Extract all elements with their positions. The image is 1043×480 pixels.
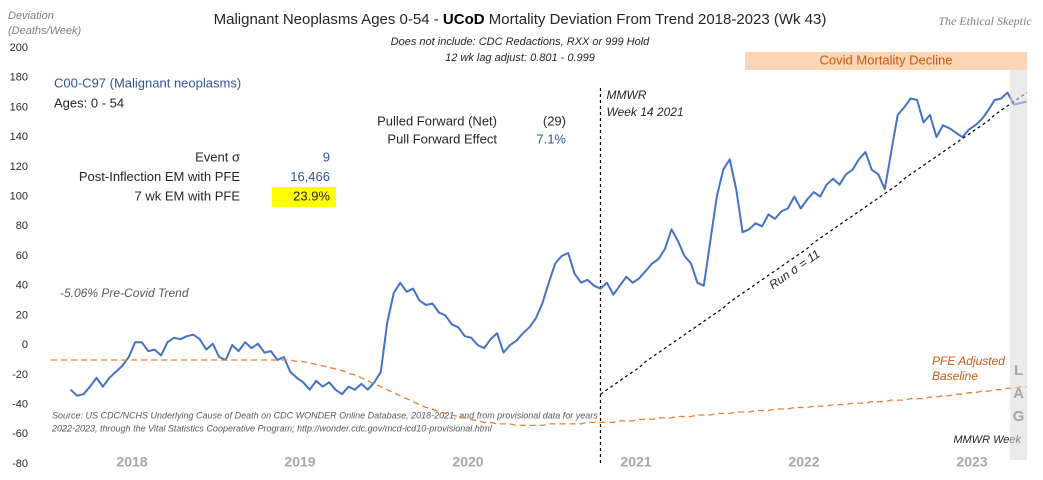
stat-label: 7 wk EM with PFE [135, 188, 241, 203]
y-tick-label: 60 [16, 250, 28, 262]
title-part: UCoD [443, 11, 485, 28]
stat-label: Post-Inflection EM with PFE [79, 169, 240, 184]
pf-label: Pull Forward Effect [387, 131, 497, 146]
marker-label: Week 14 2021 [606, 105, 683, 119]
stat-label: Event σ [195, 149, 240, 164]
y-tick-label: -20 [12, 369, 28, 381]
y-axis-label: Deviation [8, 10, 54, 22]
x-tick-label: 2021 [620, 454, 651, 470]
lag-label: LAG [1010, 362, 1027, 431]
y-tick-label: 40 [16, 280, 28, 292]
stat-value: 23.9% [293, 188, 330, 203]
y-tick-label: 80 [16, 220, 28, 232]
subgroup: Ages: 0 - 54 [54, 95, 124, 110]
brand: The Ethical Skeptic [938, 14, 1032, 28]
y-axis-label: (Deaths/Week) [8, 25, 81, 37]
chart-title: Malignant Neoplasms Ages 0-54 - UCoD Mor… [214, 11, 827, 28]
marker-label: MMWR [606, 88, 646, 102]
y-tick-label: 120 [10, 161, 28, 173]
y-tick-label: 160 [10, 101, 28, 113]
title-part: Mortality Deviation From Trend 2018-2023… [485, 11, 827, 28]
y-tick-label: -40 [12, 398, 28, 410]
x-axis-label: MMWR Week [953, 434, 1021, 446]
pf-value: (29) [543, 113, 566, 128]
source: 2022-2023, through the Vital Statistics … [51, 423, 493, 433]
series-line [51, 359, 1027, 427]
series-label: C00-C97 (Malignant neoplasms) [54, 75, 241, 90]
pfe-label-box: PFE Adjusted Baseline [932, 354, 1005, 383]
lag-bar [1010, 70, 1027, 460]
y-tick-label: 180 [10, 72, 28, 84]
x-tick-label: 2020 [452, 454, 483, 470]
series-label: PFE Adjusted Baseline [932, 354, 1005, 383]
source: Source: US CDC/NCHS Underlying Cause of … [52, 410, 598, 420]
y-tick-label: 100 [10, 190, 28, 202]
covid-band [745, 52, 1027, 70]
y-tick-label: -80 [12, 458, 28, 470]
stat-value: 16,466 [290, 169, 330, 184]
stat-value: 9 [323, 149, 330, 164]
band-label: Covid Mortality Decline [820, 52, 953, 67]
x-tick-label: 2019 [284, 454, 315, 470]
pf-value: 7.1% [536, 131, 566, 146]
subtitle: Does not include: CDC Redactions, RXX or… [391, 36, 651, 48]
subtitle: 12 wk lag adjust: 0.801 - 0.999 [445, 52, 595, 64]
y-tick-label: 0 [22, 339, 28, 351]
x-tick-label: 2022 [788, 454, 819, 470]
title-part: Malignant Neoplasms Ages 0-54 - [214, 11, 443, 28]
y-tick-label: 140 [10, 131, 28, 143]
x-tick-label: 2023 [956, 454, 987, 470]
x-tick-label: 2018 [116, 454, 147, 470]
highlight [272, 187, 336, 207]
y-tick-label: -60 [12, 428, 28, 440]
y-tick-label: 20 [16, 309, 28, 321]
series-line [69, 91, 1028, 397]
pf-label: Pulled Forward (Net) [377, 113, 497, 128]
trend-note: -5.06% Pre-Covid Trend [60, 286, 189, 300]
y-tick-label: 200 [10, 42, 28, 54]
